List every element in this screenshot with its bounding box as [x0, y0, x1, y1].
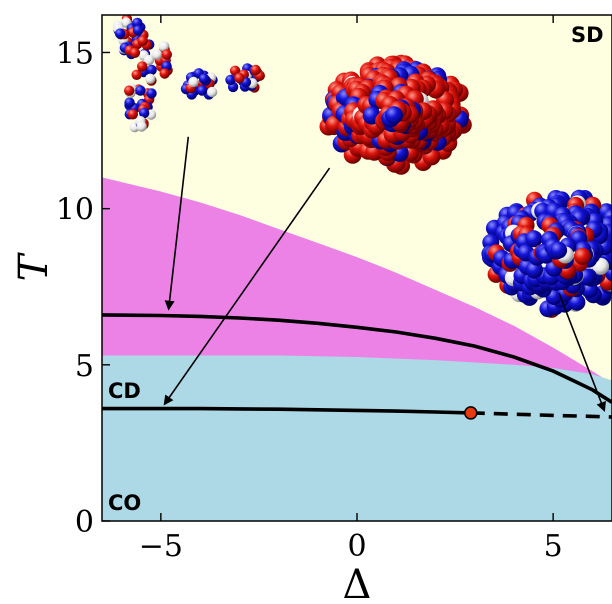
critical-point	[464, 406, 478, 420]
monomer	[225, 74, 236, 86]
monomer	[133, 25, 144, 36]
x-axis-title: Δ	[343, 562, 372, 604]
y-axis-title: T	[11, 251, 57, 281]
monomer	[188, 76, 199, 88]
y-tick-label: 10	[56, 193, 94, 228]
arrow-0	[164, 136, 190, 311]
monomer	[135, 85, 146, 96]
monomer	[127, 109, 138, 120]
monomer	[550, 241, 568, 259]
monomer	[159, 68, 170, 79]
snapshot-extended-chain	[113, 15, 265, 133]
monomer	[145, 73, 156, 85]
monomer	[196, 85, 208, 96]
arrow-2	[558, 292, 606, 412]
snapshot-red-globule	[319, 54, 472, 175]
monomer	[206, 86, 218, 98]
monomer	[139, 107, 150, 119]
snapshot-blue-globule	[481, 189, 612, 318]
snapshot-insets	[113, 15, 612, 318]
monomer	[198, 73, 210, 84]
monomer	[250, 64, 261, 76]
monomer	[131, 69, 142, 81]
monomer	[568, 293, 586, 311]
y-axis: 0 5 10 15	[56, 36, 110, 540]
monomer	[151, 49, 163, 60]
monomer	[161, 49, 172, 60]
monomer	[573, 247, 591, 265]
monomer	[114, 28, 126, 39]
monomer	[137, 61, 148, 72]
monomer	[137, 35, 148, 46]
series-line-0	[102, 313, 612, 404]
monomer	[143, 54, 155, 66]
monomer	[234, 72, 245, 84]
arrow-1	[163, 167, 331, 406]
x-tick-label: −5	[139, 529, 183, 564]
monomer	[385, 106, 403, 125]
plot-area	[102, 15, 612, 521]
monomer	[129, 47, 141, 58]
y-tick-label: 5	[75, 349, 94, 384]
y-tick-label: 0	[75, 505, 94, 540]
monomer	[124, 97, 135, 108]
x-tick-label: 5	[544, 529, 563, 564]
x-tick-label: 0	[347, 529, 366, 564]
series-line-2	[470, 411, 612, 419]
monomer	[146, 64, 157, 76]
arrows	[163, 136, 606, 412]
label-cd: CD	[108, 379, 141, 403]
label-sd: SD	[571, 23, 604, 47]
y-tick-label: 15	[56, 36, 94, 71]
monomer	[124, 85, 135, 96]
monomer	[146, 88, 157, 99]
monomer	[526, 261, 543, 279]
monomer	[136, 121, 147, 132]
monomer	[158, 41, 169, 52]
series-line-1	[102, 406, 471, 415]
label-co: CO	[108, 491, 141, 515]
x-axis: −5 0 5	[139, 15, 563, 564]
region-cd	[102, 355, 612, 521]
monomer	[525, 230, 543, 248]
series-layer	[102, 313, 612, 419]
